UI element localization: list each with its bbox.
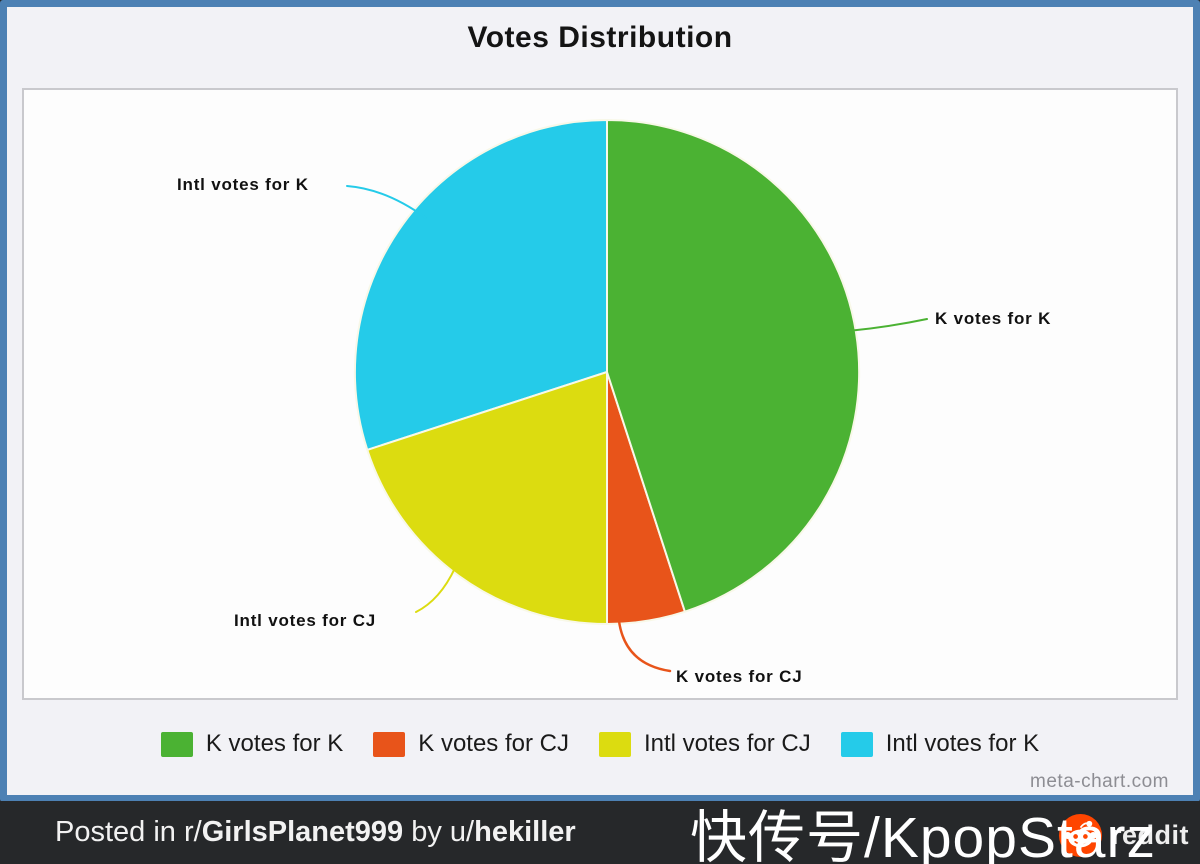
posted-caption: Posted in r/GirlsPlanet999 by u/hekiller xyxy=(55,801,576,863)
legend-label: K votes for K xyxy=(205,730,344,757)
legend-swatch-cyan xyxy=(840,731,873,757)
legend-label: K votes for CJ xyxy=(418,730,569,757)
legend: K votes for K K votes for CJ Intl votes … xyxy=(7,730,1193,758)
callout-intl-votes-for-k: Intl votes for K xyxy=(177,175,309,194)
posted-infix: by u/ xyxy=(403,816,475,848)
legend-swatch-orange xyxy=(373,731,406,757)
chart-card: Votes Distribution Intl votes for K K vo… xyxy=(0,0,1200,802)
reddit-wordmark: reddit xyxy=(1111,820,1190,850)
username: hekiller xyxy=(474,816,576,848)
leader-line-intl-votes-for-cj xyxy=(415,567,456,613)
legend-item: Intl votes for K xyxy=(840,730,1040,758)
legend-item: K votes for CJ xyxy=(373,730,569,758)
reddit-badge: reddit xyxy=(1058,813,1189,858)
chart-title: Votes Distribution xyxy=(467,21,733,54)
legend-label: Intl votes for CJ xyxy=(643,730,811,757)
site-watermark: 快传号/KpopStarz xyxy=(690,806,1156,864)
leader-line-k-votes-for-cj xyxy=(617,619,672,673)
pie-plot-area: Intl votes for K K votes for K Intl vote… xyxy=(22,88,1178,700)
reddit-icon xyxy=(1058,813,1103,858)
callout-k-votes-for-k: K votes for K xyxy=(935,309,1052,328)
legend-item: Intl votes for CJ xyxy=(598,730,811,758)
footer-bar: Posted in r/GirlsPlanet999 by u/hekiller xyxy=(0,801,1200,864)
pie-slice-intl-votes-for-cj xyxy=(366,370,608,626)
leader-line-intl-votes-for-k xyxy=(346,185,427,219)
pie-chart xyxy=(346,118,928,673)
callout-intl-votes-for-cj: Intl votes for CJ xyxy=(234,611,377,630)
legend-item: K votes for K xyxy=(160,730,344,758)
leader-line-k-votes-for-k xyxy=(847,318,928,332)
subreddit-name: GirlsPlanet999 xyxy=(201,816,404,848)
meta-chart-watermark: meta-chart.com xyxy=(1030,771,1169,792)
pie-slice-intl-votes-for-k xyxy=(353,118,608,452)
legend-swatch-yellow xyxy=(598,731,631,757)
pie-slice-k-votes-for-k xyxy=(606,118,861,613)
callout-k-votes-for-cj: K votes for CJ xyxy=(676,667,803,686)
legend-swatch-green xyxy=(160,731,193,757)
posted-prefix: Posted in r/ xyxy=(55,816,202,848)
legend-label: Intl votes for K xyxy=(885,730,1040,757)
